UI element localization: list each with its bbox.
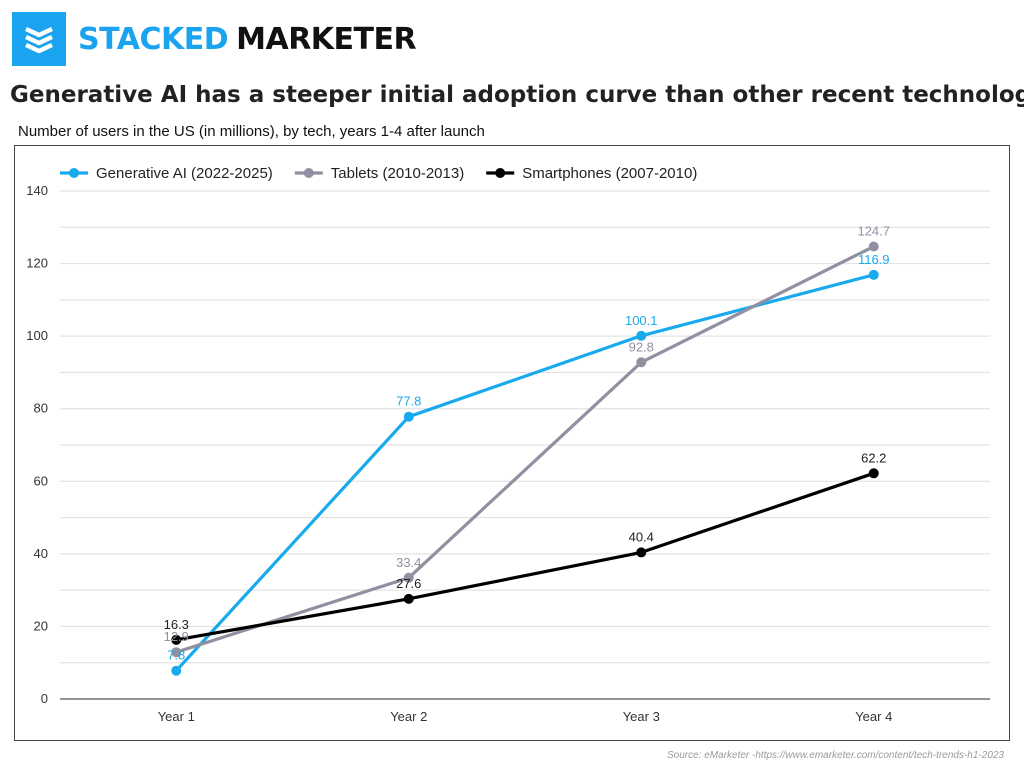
data-point	[171, 665, 182, 676]
y-tick-label: 0	[41, 691, 48, 706]
data-point	[403, 593, 414, 604]
data-point	[868, 269, 879, 280]
data-point	[636, 357, 647, 368]
y-tick-label: 60	[34, 473, 48, 488]
data-label: 62.2	[861, 450, 886, 465]
legend-swatch-marker	[303, 168, 314, 178]
data-point	[868, 468, 879, 479]
legend-label: Smartphones (2007-2010)	[522, 165, 697, 182]
data-point	[636, 547, 647, 558]
legend-label: Generative AI (2022-2025)	[96, 165, 273, 182]
y-tick-label: 80	[34, 401, 48, 416]
brand-name: STACKED MARKETER	[78, 21, 417, 57]
chart-subtitle: Number of users in the US (in millions),…	[18, 123, 485, 140]
data-label: 100.1	[625, 313, 658, 328]
legend-swatch-marker	[495, 168, 506, 178]
data-point	[403, 572, 414, 583]
series-line-2	[175, 471, 875, 642]
x-tick-label: Year 2	[390, 709, 427, 724]
data-label: 27.6	[396, 576, 421, 591]
data-point	[636, 330, 647, 341]
data-label: 7.8	[167, 648, 185, 663]
chart-frame: 0 20 40 60 80 100 120 140 Year 1 Year 2 Year 3 Year…	[14, 145, 1010, 741]
y-tick-label: 120	[26, 256, 48, 271]
chart-title: Generative AI has a steeper initial adop…	[10, 82, 1024, 108]
legend-swatch-marker	[69, 168, 79, 178]
x-tick-label: Year 3	[623, 709, 660, 724]
data-label: 124.7	[857, 224, 890, 239]
series-line-0	[175, 273, 875, 672]
data-label: 116.9	[858, 252, 890, 267]
brand-word-marketer: MARKETER	[236, 21, 417, 57]
y-tick-label: 40	[34, 546, 48, 561]
data-point	[403, 411, 414, 422]
brand-logo: STACKED MARKETER	[12, 12, 417, 66]
data-label: 77.8	[396, 394, 421, 409]
legend-label: Tablets (2010-2013)	[331, 165, 464, 182]
data-label: 12.9	[164, 629, 189, 644]
data-label: 40.4	[629, 529, 654, 544]
data-point	[868, 241, 879, 252]
data-label: 92.8	[629, 339, 654, 354]
data-point	[171, 634, 182, 645]
data-point	[171, 647, 182, 658]
y-tick-label: 100	[26, 328, 48, 343]
series-line-1	[175, 245, 875, 654]
data-label: 16.3	[164, 617, 189, 632]
data-label: 33.4	[396, 555, 421, 570]
y-tick-label: 140	[26, 183, 48, 198]
x-tick-label: Year 4	[855, 709, 892, 724]
brand-word-stacked: STACKED	[78, 21, 229, 57]
y-tick-label: 20	[34, 618, 48, 633]
source-note: Source: eMarketer -https://www.emarketer…	[667, 750, 1004, 761]
line-chart: 0 20 40 60 80 100 120 140 Year 1 Year 2 Year 3 Year…	[26, 165, 990, 724]
x-tick-label: Year 1	[158, 709, 195, 724]
stacked-layers-icon	[12, 12, 66, 66]
